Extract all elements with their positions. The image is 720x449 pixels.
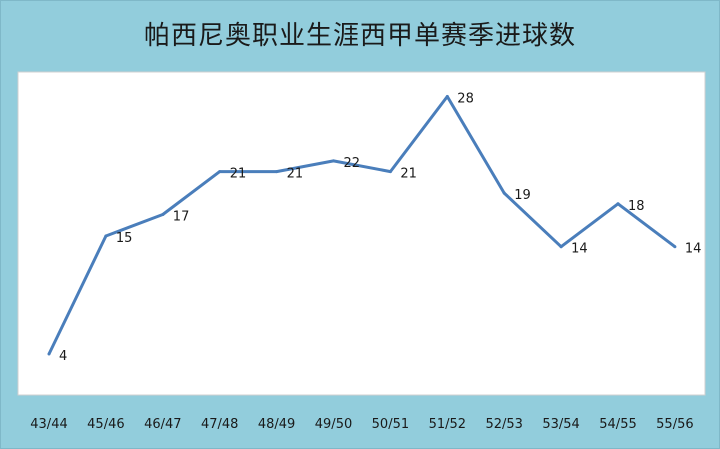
data-point [104,234,108,238]
x-tick-label: 46/47 [144,417,181,432]
data-point [559,245,563,249]
x-tick-label: 47/48 [201,417,238,432]
x-tick-label: 55/56 [656,417,693,432]
data-point [616,202,620,206]
data-label: 18 [628,199,645,214]
chart-title: 帕西尼奥职业生涯西甲单赛季进球数 [143,21,576,51]
data-point [673,245,677,249]
data-point [332,159,335,163]
data-point [388,170,392,174]
x-tick-label: 43/44 [30,417,67,432]
data-label: 28 [457,91,474,106]
x-tick-label: 50/51 [372,417,409,432]
data-label: 14 [571,242,588,257]
x-tick-label: 48/49 [258,417,295,432]
data-label: 17 [173,210,190,225]
series-line [47,95,676,355]
x-tick-label: 53/54 [542,417,579,432]
x-tick-label: 52/53 [485,417,522,432]
data-label: 21 [287,167,304,182]
data-label: 4 [59,349,67,364]
data-point [218,170,222,174]
data-point [502,191,506,195]
data-point [445,94,449,98]
x-tick-label: 49/50 [315,417,352,432]
data-point [161,213,165,217]
data-label: 21 [230,167,247,182]
x-tick-label: 54/55 [599,417,636,432]
data-point [47,352,51,356]
data-label: 14 [685,242,702,257]
data-label: 19 [514,188,531,203]
x-tick-label: 51/52 [429,417,466,432]
data-point [275,170,279,174]
data-label: 21 [400,167,417,182]
plot-area [17,71,706,396]
data-label: 15 [116,231,133,246]
data-label: 22 [344,156,361,171]
x-tick-label: 45/46 [87,417,124,432]
